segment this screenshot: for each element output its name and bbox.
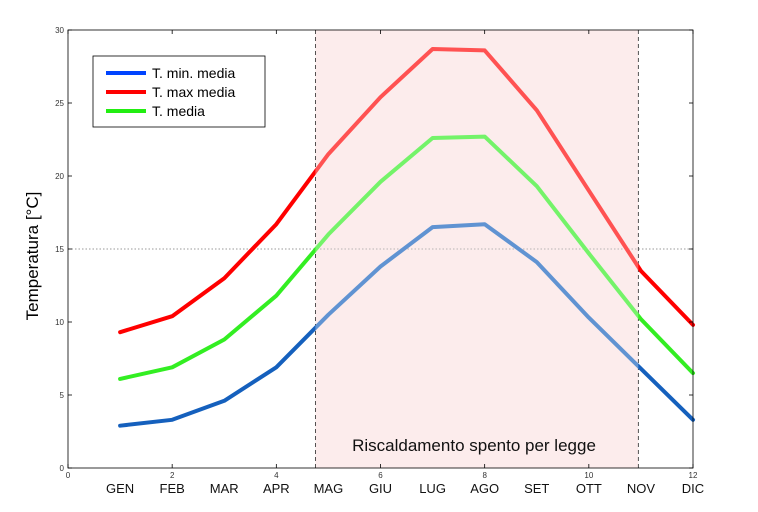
x-tick-label: 4	[274, 471, 279, 480]
month-label-giu: GIU	[369, 481, 392, 496]
series-line-t-max-media	[118, 47, 695, 335]
y-tick-label: 25	[55, 99, 64, 108]
legend-label-tmin: T. min. media	[152, 65, 235, 81]
month-label-dic: DIC	[682, 481, 704, 496]
heating-off-overlay	[315, 30, 639, 468]
month-label-lug: LUG	[419, 481, 446, 496]
series-line-t-min-media	[118, 222, 695, 428]
month-label-mag: MAG	[314, 481, 344, 496]
x-tick-label: 6	[378, 471, 383, 480]
legend-label-tmedia: T. media	[152, 103, 205, 119]
month-label-nov: NOV	[627, 481, 656, 496]
y-axis-label: Temperatura [°C]	[23, 192, 42, 321]
legend-label-tmax: T. max media	[152, 84, 235, 100]
y-tick-label: 0	[60, 464, 65, 473]
y-tick-label: 15	[55, 245, 64, 254]
y-tick-label: 5	[60, 391, 65, 400]
month-label-ago: AGO	[470, 481, 499, 496]
x-tick-label: 0	[66, 471, 71, 480]
axis-ticks: 0 5 10 15 20 25 30 0 2 4 6 8 10 12 GEN FEB MAR APR MAG GIU L…	[55, 26, 704, 496]
series-line-t-media	[118, 134, 695, 381]
month-label-set: SET	[524, 481, 549, 496]
month-label-gen: GEN	[106, 481, 134, 496]
legend-box	[92, 55, 266, 128]
x-tick-label: 2	[170, 471, 175, 480]
x-tick-label: 8	[482, 471, 487, 480]
month-label-apr: APR	[263, 481, 290, 496]
y-tick-label: 10	[55, 318, 64, 327]
y-tick-label: 30	[55, 26, 64, 35]
y-tick-label: 20	[55, 172, 64, 181]
month-label-mar: MAR	[210, 481, 239, 496]
x-tick-label: 10	[584, 471, 593, 480]
x-tick-label: 12	[689, 471, 698, 480]
month-label-feb: FEB	[160, 481, 185, 496]
legend: T. min. media T. max media T. media	[92, 55, 266, 128]
month-label-ott: OTT	[576, 481, 602, 496]
heating-off-label: Riscaldamento spento per legge	[352, 436, 596, 455]
series-lines	[118, 30, 695, 468]
